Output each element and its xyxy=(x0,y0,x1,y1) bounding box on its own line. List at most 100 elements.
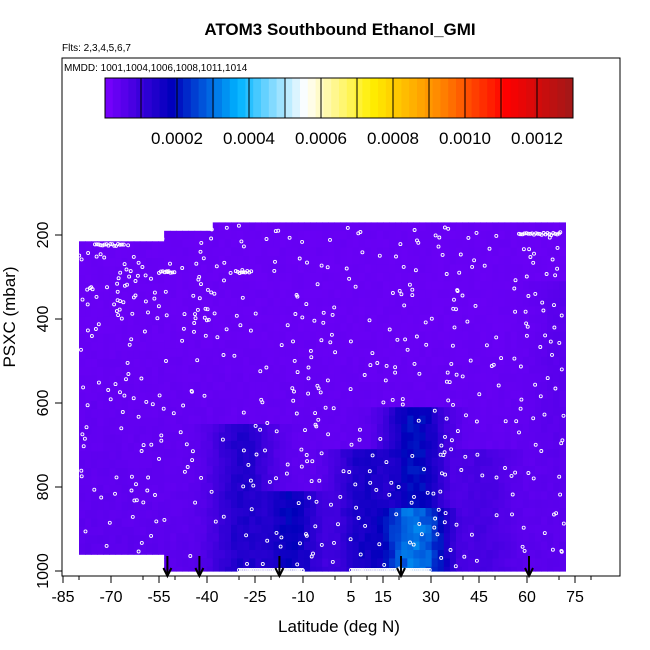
field-cell xyxy=(291,449,299,459)
sample-point xyxy=(246,462,251,467)
sample-point xyxy=(209,489,214,494)
field-cell xyxy=(328,382,335,391)
field-cell xyxy=(206,499,214,509)
field-cell xyxy=(328,230,335,240)
field-cell xyxy=(522,398,530,408)
field-cell xyxy=(188,499,196,509)
field-cell xyxy=(425,558,433,568)
field-cell xyxy=(139,342,147,352)
sample-point xyxy=(85,302,90,307)
field-cell xyxy=(316,314,323,324)
field-cell xyxy=(352,247,360,257)
field-cell xyxy=(328,281,335,291)
sample-point xyxy=(406,568,411,572)
field-cell xyxy=(139,510,147,520)
field-cell xyxy=(559,457,566,467)
field-cell xyxy=(218,424,226,433)
field-cell xyxy=(437,457,445,467)
field-cell xyxy=(376,230,384,240)
field-cell xyxy=(383,516,390,526)
sample-point xyxy=(451,306,456,311)
field-cell xyxy=(310,432,317,442)
field-cell xyxy=(486,415,494,425)
field-cell xyxy=(291,499,299,509)
field-cell xyxy=(243,508,250,517)
colorbar-swatch xyxy=(557,78,566,118)
field-cell xyxy=(200,424,208,433)
field-cell xyxy=(212,474,220,484)
field-cell xyxy=(176,331,183,341)
field-cell xyxy=(486,281,494,291)
field-cell xyxy=(328,407,335,417)
field-cell xyxy=(297,407,305,417)
field-cell xyxy=(151,426,159,436)
sample-point xyxy=(143,273,148,278)
field-cell xyxy=(346,323,354,333)
field-cell xyxy=(449,331,457,341)
field-cell xyxy=(255,440,262,450)
field-cell xyxy=(97,459,104,469)
field-cell xyxy=(516,365,524,375)
sample-point xyxy=(143,299,148,304)
field-cell xyxy=(291,373,299,383)
field-cell xyxy=(547,449,554,459)
field-cell xyxy=(115,384,123,394)
field-cell xyxy=(492,449,500,459)
field-cell xyxy=(389,272,396,282)
field-cell xyxy=(109,518,117,528)
field-cell xyxy=(243,491,250,501)
field-cell xyxy=(376,449,384,459)
field-cell xyxy=(115,526,123,536)
sample-point xyxy=(130,311,135,316)
field-cell xyxy=(474,323,481,333)
field-cell xyxy=(395,424,402,433)
field-cell xyxy=(407,264,414,274)
field-cell xyxy=(322,432,329,442)
field-cell xyxy=(291,491,299,501)
field-cell xyxy=(437,256,445,265)
field-cell xyxy=(91,316,98,326)
field-cell xyxy=(109,308,117,318)
field-cell xyxy=(188,298,196,307)
field-cell xyxy=(383,457,390,467)
field-cell xyxy=(303,272,311,282)
field-cell xyxy=(370,331,378,341)
field-cell xyxy=(535,331,542,341)
field-cell xyxy=(547,407,554,417)
field-cell xyxy=(480,281,487,291)
field-cell xyxy=(273,415,281,425)
field-cell xyxy=(522,239,530,249)
field-cell xyxy=(547,508,554,517)
field-cell xyxy=(322,365,329,375)
field-cell xyxy=(547,533,554,543)
field-cell xyxy=(498,482,506,492)
field-cell xyxy=(340,424,348,433)
field-cell xyxy=(224,474,232,484)
field-cell xyxy=(492,398,500,408)
field-cell xyxy=(212,415,220,425)
sample-point xyxy=(368,363,373,368)
field-cell xyxy=(480,331,487,341)
field-cell xyxy=(267,466,275,475)
sample-point xyxy=(550,352,554,357)
field-cell xyxy=(206,365,214,375)
field-cell xyxy=(218,323,226,333)
sample-point xyxy=(347,470,352,474)
sample-point xyxy=(158,269,163,274)
sample-point xyxy=(129,474,134,479)
field-cell xyxy=(516,398,524,408)
field-cell xyxy=(437,222,445,232)
field-cell xyxy=(243,499,250,509)
field-cell xyxy=(553,373,560,383)
field-cell xyxy=(91,266,98,276)
field-cell xyxy=(401,424,408,433)
field-cell xyxy=(334,272,342,282)
field-cell xyxy=(376,424,384,433)
field-cell xyxy=(455,466,463,475)
field-cell xyxy=(322,247,329,257)
field-cell xyxy=(358,508,366,517)
field-cell xyxy=(480,449,487,459)
field-cell xyxy=(522,281,530,291)
field-cell xyxy=(279,331,287,341)
field-cell xyxy=(383,499,390,509)
